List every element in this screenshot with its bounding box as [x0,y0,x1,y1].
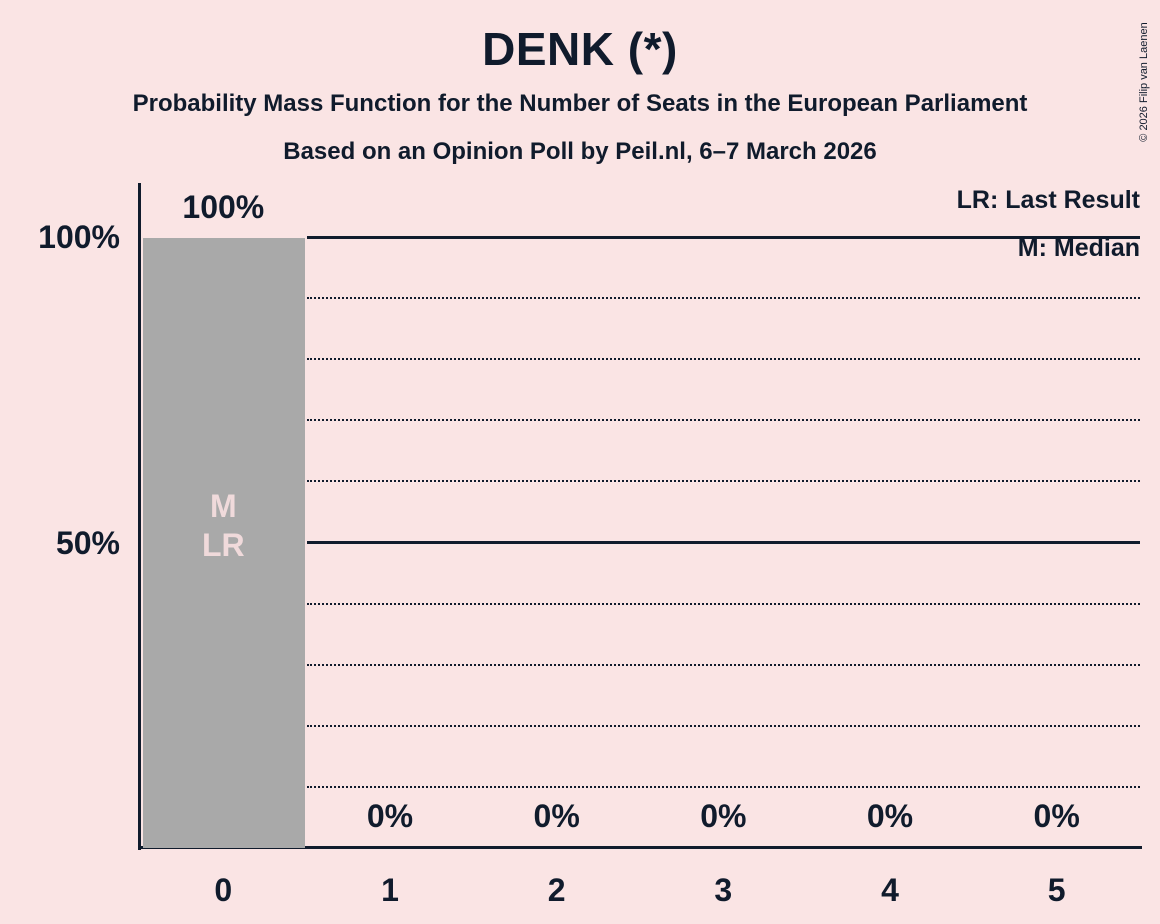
bar-seats-0 [142,238,306,848]
legend-last-result-label: LR: Last Result [956,186,1140,214]
gridline-solid-50 [306,541,1140,544]
bar-value-label-5: 0% [1033,798,1080,834]
y-axis-line [138,183,141,850]
bar-value-label-3: 0% [700,798,747,834]
gridline-dotted-90 [306,297,1140,300]
x-tick-label-2: 2 [547,872,566,908]
x-tick-label-3: 3 [714,872,733,908]
legend-median-label: M: Median [1017,234,1140,262]
bar-value-label-2: 0% [533,798,580,834]
bar-value-label-1: 0% [366,798,414,834]
bar-value-label-0: 100% [182,189,265,225]
gridline-dotted-40 [306,602,1140,605]
gridline-dotted-10 [306,785,1140,788]
x-tick-label-5: 5 [1047,872,1066,908]
x-tick-label-0: 0 [214,872,233,908]
bar-annotation-lr: LR [202,527,245,563]
gridline-dotted-80 [306,358,1140,361]
chart-source-line: Based on an Opinion Poll by Peil.nl, 6–7… [283,138,877,165]
chart-title: DENK (*) [482,23,678,75]
y-tick-label-50: 50% [55,524,120,561]
gridline-dotted-60 [306,480,1140,483]
x-axis-line [138,846,1142,849]
chart-subtitle: Probability Mass Function for the Number… [132,90,1028,117]
bar-annotation-m: M [210,488,237,524]
gridline-solid-100 [306,235,1140,239]
gridline-dotted-20 [306,724,1140,727]
bar-value-label-4: 0% [866,798,914,834]
y-tick-label-100: 100% [38,219,120,255]
x-tick-label-1: 1 [381,872,399,908]
x-tick-label-4: 4 [881,872,899,908]
copyright-note: © 2026 Filip van Laenen [1138,22,1150,142]
gridline-dotted-70 [306,419,1140,422]
gridline-dotted-30 [306,663,1140,666]
